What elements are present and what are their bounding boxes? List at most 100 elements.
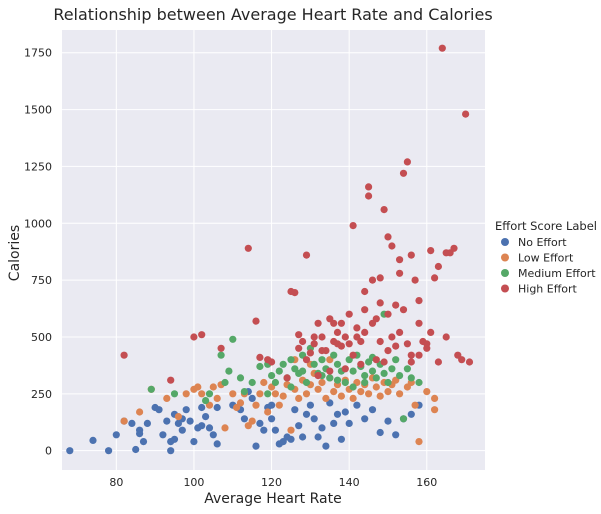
data-point [380, 369, 388, 377]
data-point [279, 360, 287, 368]
data-point [120, 351, 128, 359]
data-point [299, 337, 307, 346]
data-point [310, 360, 318, 368]
data-point [388, 365, 396, 373]
data-point [143, 419, 151, 427]
data-point [365, 390, 373, 398]
data-point [275, 401, 283, 409]
legend-item: Medium Effort [501, 267, 596, 280]
data-point [423, 388, 431, 396]
data-point [205, 424, 214, 432]
data-point [194, 383, 202, 391]
data-point [318, 347, 326, 355]
x-axis-label: Average Heart Rate [204, 491, 341, 507]
data-point [248, 394, 256, 402]
data-point [310, 333, 318, 341]
data-point [392, 356, 400, 364]
data-point [132, 445, 140, 454]
data-point [186, 417, 194, 425]
data-point [167, 376, 175, 384]
data-point [295, 422, 303, 430]
legend-label: No Effort [518, 236, 567, 249]
data-point [287, 356, 295, 364]
data-point [442, 333, 450, 341]
data-point [434, 262, 442, 271]
data-point [287, 383, 295, 391]
legend-title: Effort Score Label [495, 219, 597, 233]
data-point [310, 415, 318, 423]
data-point [357, 360, 365, 368]
data-point [465, 358, 474, 366]
data-point [209, 431, 217, 439]
data-point [368, 367, 377, 375]
data-point [376, 299, 384, 307]
data-point [202, 397, 210, 405]
data-point [287, 426, 295, 434]
data-point [384, 347, 392, 355]
data-point [256, 419, 264, 427]
y-tick-label: 0 [45, 445, 52, 458]
legend-label: High Effort [518, 283, 578, 296]
data-point [112, 431, 120, 439]
data-point [170, 390, 179, 398]
data-point [252, 317, 260, 325]
data-point [403, 158, 411, 166]
data-point [136, 408, 144, 416]
data-point [322, 442, 330, 450]
data-point [345, 419, 353, 427]
data-point [345, 340, 353, 348]
data-point [423, 344, 431, 352]
data-point [198, 422, 206, 430]
data-point [217, 351, 225, 359]
legend-marker [501, 284, 509, 293]
y-tick-label: 1000 [24, 217, 52, 230]
data-point [380, 206, 388, 214]
data-point [291, 289, 299, 297]
data-point [302, 410, 311, 418]
data-point [306, 349, 314, 357]
chart-title: Relationship between Average Heart Rate … [53, 5, 492, 24]
data-point [403, 340, 411, 348]
data-point [361, 287, 369, 296]
data-point [198, 390, 206, 398]
data-point [462, 110, 470, 118]
data-point [333, 410, 342, 418]
data-point [291, 406, 299, 414]
data-point [384, 310, 392, 318]
data-point [260, 426, 268, 434]
data-point [236, 374, 245, 382]
data-point [392, 301, 400, 309]
x-axis-ticks: 80 100 120 140 160 [109, 476, 437, 489]
data-point [264, 408, 272, 416]
data-point [384, 378, 392, 387]
data-point [361, 328, 369, 336]
data-point [264, 390, 272, 398]
data-points [66, 44, 474, 455]
data-point [159, 431, 167, 439]
x-tick-label: 80 [109, 476, 123, 489]
data-point [438, 44, 446, 52]
data-point [361, 415, 369, 423]
data-point [349, 222, 357, 230]
data-point [415, 351, 423, 359]
data-point [170, 435, 179, 443]
data-point [380, 358, 388, 366]
legend: Effort Score Label No Effort Low Effort Me… [495, 219, 597, 296]
data-point [333, 360, 342, 368]
data-point [365, 183, 373, 191]
data-point [333, 328, 342, 336]
data-point [384, 233, 392, 241]
data-point [136, 430, 144, 438]
data-point [361, 378, 369, 387]
data-point [322, 394, 330, 402]
data-point [256, 353, 264, 361]
y-tick-label: 1250 [24, 160, 52, 173]
y-tick-label: 1500 [24, 104, 52, 117]
data-point [415, 438, 423, 446]
y-tick-label: 750 [31, 274, 52, 287]
data-point [399, 306, 408, 314]
data-point [283, 374, 291, 382]
data-point [213, 403, 221, 412]
data-point [361, 306, 369, 314]
